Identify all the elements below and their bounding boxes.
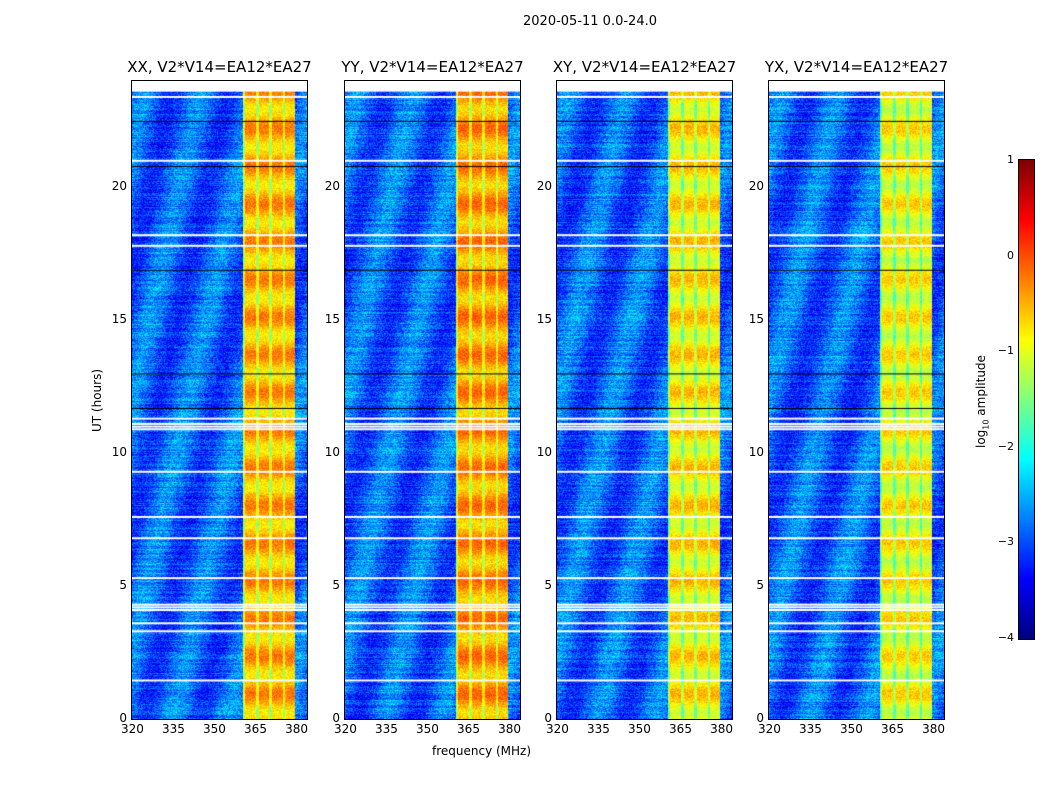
- heatmap-image: [769, 81, 944, 719]
- colorbar-tick-label: 0: [1007, 248, 1014, 262]
- colorbar-tick-label: 1: [1007, 153, 1014, 166]
- y-tick-label: 10: [324, 445, 340, 460]
- y-tick-label: 15: [748, 312, 764, 327]
- heatmap-panel-3: [768, 80, 945, 720]
- y-tick-label: 15: [111, 312, 127, 327]
- colorbar: [1018, 159, 1035, 640]
- colorbar-label-rest: amplitude: [974, 355, 988, 420]
- y-tick-label: 10: [111, 445, 127, 460]
- heatmap-image: [557, 81, 732, 719]
- colorbar-tick-label: −3: [997, 535, 1014, 549]
- x-tick-label: 365: [669, 722, 692, 736]
- y-tick-label: 10: [536, 445, 552, 460]
- y-tick-label: 0: [756, 711, 764, 725]
- heatmap-image: [132, 81, 307, 719]
- x-tick-label: 380: [498, 722, 521, 736]
- panel-title: YX, V2*V14=EA12*EA27: [764, 58, 949, 76]
- y-tick-label: 5: [119, 578, 127, 593]
- y-tick-label: 0: [119, 711, 127, 725]
- x-tick-label: 350: [840, 722, 863, 736]
- heatmap-image: [345, 81, 520, 719]
- x-tick-label: 380: [710, 722, 733, 736]
- figure-title: 2020-05-11 0.0-24.0: [523, 14, 657, 29]
- y-tick-label: 0: [544, 711, 552, 725]
- heatmap-panel-2: [556, 80, 733, 720]
- heatmap-panel-1: [344, 80, 521, 720]
- colorbar-tick-label: −2: [997, 439, 1014, 453]
- x-axis-label: frequency (MHz): [432, 744, 532, 758]
- x-tick-label: 365: [244, 722, 267, 736]
- y-tick-label: 15: [324, 312, 340, 327]
- y-tick-label: 20: [324, 179, 340, 194]
- colorbar-tick-label: −4: [997, 631, 1014, 644]
- y-tick-label: 5: [756, 578, 764, 593]
- panel-title: XX, V2*V14=EA12*EA27: [127, 58, 312, 76]
- x-tick-label: 320: [121, 722, 144, 736]
- panel-title: YY, V2*V14=EA12*EA27: [341, 58, 524, 76]
- y-tick-label: 15: [536, 312, 552, 327]
- heatmap-panel-0: [131, 80, 308, 720]
- x-tick-label: 335: [375, 722, 398, 736]
- colorbar-tick-label: −1: [997, 344, 1014, 358]
- x-tick-label: 335: [799, 722, 822, 736]
- x-tick-label: 350: [628, 722, 651, 736]
- x-tick-label: 350: [203, 722, 226, 736]
- y-axis-label: UT (hours): [90, 368, 104, 432]
- x-tick-label: 365: [457, 722, 480, 736]
- x-tick-label: 320: [758, 722, 781, 736]
- x-tick-label: 320: [546, 722, 569, 736]
- y-tick-label: 10: [748, 445, 764, 460]
- x-tick-label: 350: [416, 722, 439, 736]
- colorbar-label-sub: 10: [981, 419, 991, 430]
- x-tick-label: 380: [922, 722, 945, 736]
- y-tick-label: 20: [536, 179, 552, 194]
- colorbar-label-main: log: [974, 429, 988, 448]
- x-tick-label: 365: [881, 722, 904, 736]
- y-tick-label: 0: [332, 711, 340, 725]
- y-tick-label: 20: [748, 179, 764, 194]
- y-tick-label: 5: [332, 578, 340, 593]
- x-tick-label: 335: [587, 722, 610, 736]
- y-tick-label: 5: [544, 578, 552, 593]
- panel-title: XY, V2*V14=EA12*EA27: [552, 58, 737, 76]
- colorbar-label: log10 amplitude: [974, 355, 990, 448]
- x-tick-label: 380: [285, 722, 308, 736]
- x-tick-label: 335: [162, 722, 185, 736]
- y-tick-label: 20: [111, 179, 127, 194]
- x-tick-label: 320: [334, 722, 357, 736]
